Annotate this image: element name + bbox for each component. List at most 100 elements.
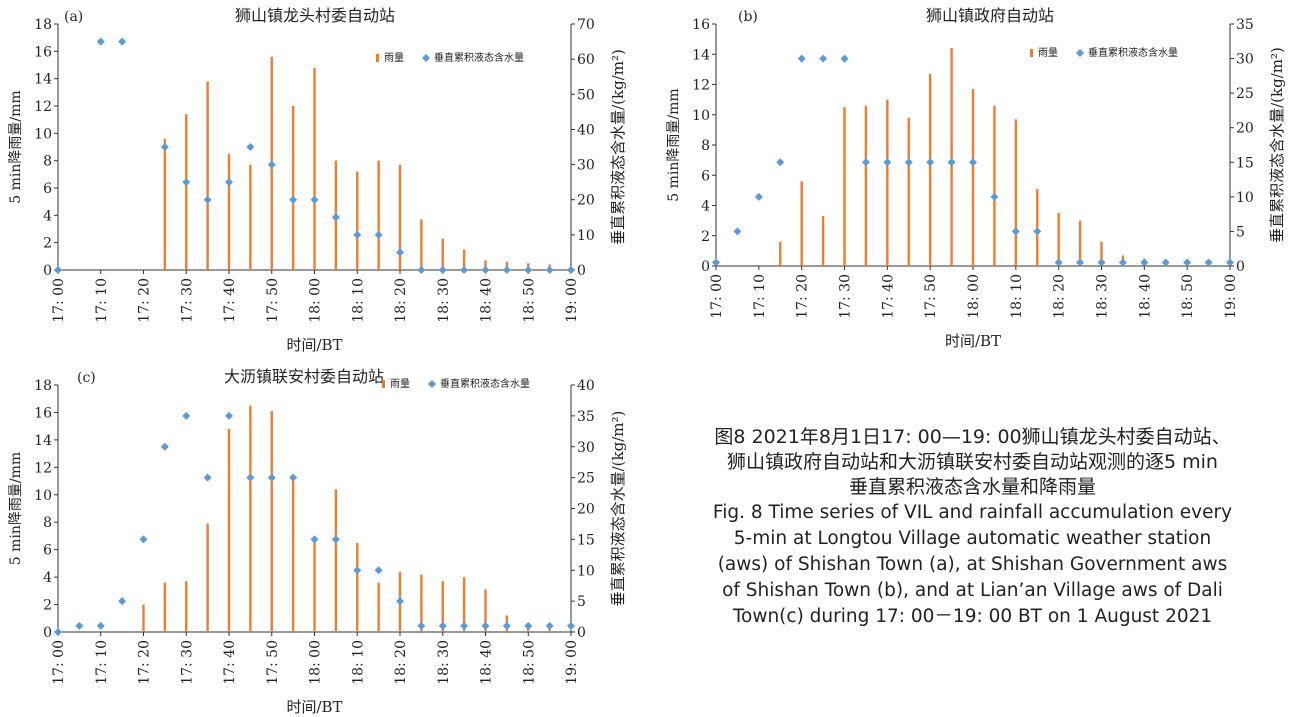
vil-point [1097,258,1106,267]
rainfall-bar [441,581,444,632]
x-tick-label: 19: 00 [1223,274,1239,319]
vil-point [712,258,720,267]
right-y-axis-title: 垂直累积液态含水量/(kg/m²) [609,49,627,245]
right-tick-label: 0 [1236,259,1245,275]
caption-en-line: 5-min at Longtou Village automatic weath… [733,528,1212,549]
vil-point [396,597,404,606]
left-tick-label: 18 [34,378,52,394]
rainfall-bar [505,261,509,270]
right-tick-label: 20 [577,502,595,518]
vil-point [481,266,490,274]
rainfall-bar [377,160,380,270]
right-tick-label: 30 [577,440,595,456]
x-tick-label: 18: 30 [436,640,452,685]
rainfall-bar [142,604,145,632]
vil-point [203,195,212,204]
left-tick-label: 8 [43,515,52,531]
rainfall-bar [928,73,932,266]
chart-title: 狮山镇龙头村委自动站 [235,6,395,25]
vil-point [1140,258,1149,267]
chart-panel-a: 0 2 4 6 8 10 12 14 16 18 0 10 20 30 40 50 60 70 17: 00 17: … [8,6,627,354]
legend-scatter-label: 垂直累积液态含水量 [1088,46,1178,59]
vil-point [374,230,383,239]
x-tick-label: 18: 30 [436,278,452,323]
rainfall-bar [462,577,466,632]
vil-point [947,158,956,167]
x-tick-label: 18: 00 [308,640,324,685]
left-tick-label: 18 [34,17,52,33]
vil-point [567,266,575,274]
vil-point [733,227,742,236]
rainfall-bar [356,542,359,632]
vil-point [353,230,362,239]
right-tick-label: 15 [1236,155,1254,171]
left-tick-label: 0 [43,263,52,279]
vil-point [904,158,913,167]
x-tick-label: 18: 40 [479,640,495,685]
rainfall-bar [843,107,846,266]
right-tick-label: 25 [1236,86,1254,102]
vil-point [524,266,533,274]
right-tick-label: 40 [577,122,595,138]
x-tick-label: 18: 10 [1009,274,1025,319]
vil-point [225,178,233,187]
rainfall-bar [441,238,444,270]
vil-point [182,178,191,187]
vil-point [246,143,255,151]
x-axis-title: 时间/BT [286,336,342,354]
x-tick-label: 18: 20 [393,640,409,685]
vil-point [969,158,977,167]
rainfall-bar [993,105,996,266]
vil-point [567,621,575,630]
legend-scatter-label: 垂直累积液态含水量 [434,51,524,64]
legend-bar-swatch [382,380,385,388]
rainfall-bar [377,582,380,632]
vil-point [310,535,319,544]
legend-bar-swatch [376,54,379,62]
rainfall-bar [249,164,252,270]
rainfall-bar [864,105,868,266]
left-tick-label: 14 [34,72,52,88]
x-tick-label: 17: 40 [222,640,238,685]
vil-point [75,621,84,630]
right-tick-label: 20 [577,193,595,209]
x-tick-label: 17: 00 [51,640,67,685]
x-tick-label: 18: 00 [966,274,982,319]
x-tick-label: 17: 50 [265,278,281,323]
caption-en-line: (aws) of Shishan Town (a), at Shishan Go… [717,554,1228,575]
vil-point [118,37,127,46]
vil-point [1118,258,1127,267]
panel-label: (b) [738,9,758,25]
right-tick-label: 10 [577,228,595,244]
left-tick-label: 16 [34,44,52,60]
vil-point [182,411,191,420]
right-tick-label: 5 [577,594,586,610]
rainfall-bar [779,241,782,266]
vil-point [1054,258,1063,267]
vil-point [1011,227,1020,236]
right-tick-label: 35 [577,409,595,425]
x-tick-label: 17: 10 [752,274,768,319]
right-tick-label: 0 [577,625,586,641]
x-tick-label: 19: 00 [564,278,580,323]
right-tick-label: 40 [577,378,595,394]
vil-point [438,266,447,274]
vil-point [460,621,469,630]
vil-point [289,473,298,482]
x-tick-label: 18: 30 [1095,274,1111,319]
caption-cn-line: 狮山镇政府自动站和大沥镇联安村委自动站观测的逐5 min [727,451,1218,473]
left-tick-label: 10 [34,126,52,142]
chart-title: 狮山镇政府自动站 [926,6,1054,25]
vil-point [374,566,383,575]
rainfall-bar [185,581,188,632]
vil-point [353,566,362,575]
vil-point [417,266,426,274]
left-y-axis-title: 5 min降雨量/mm [666,88,682,201]
vil-point [524,621,533,630]
x-tick-label: 17: 50 [265,640,281,685]
left-tick-label: 0 [701,259,710,275]
chart-panel-c: 0 2 4 6 8 10 12 14 16 18 0 5 10 15 20 25 30 35 40 17: 00 17:… [8,367,627,716]
x-tick-label: 18: 40 [1137,274,1153,319]
x-tick-label: 17: 10 [94,640,110,685]
right-tick-label: 30 [577,158,595,174]
